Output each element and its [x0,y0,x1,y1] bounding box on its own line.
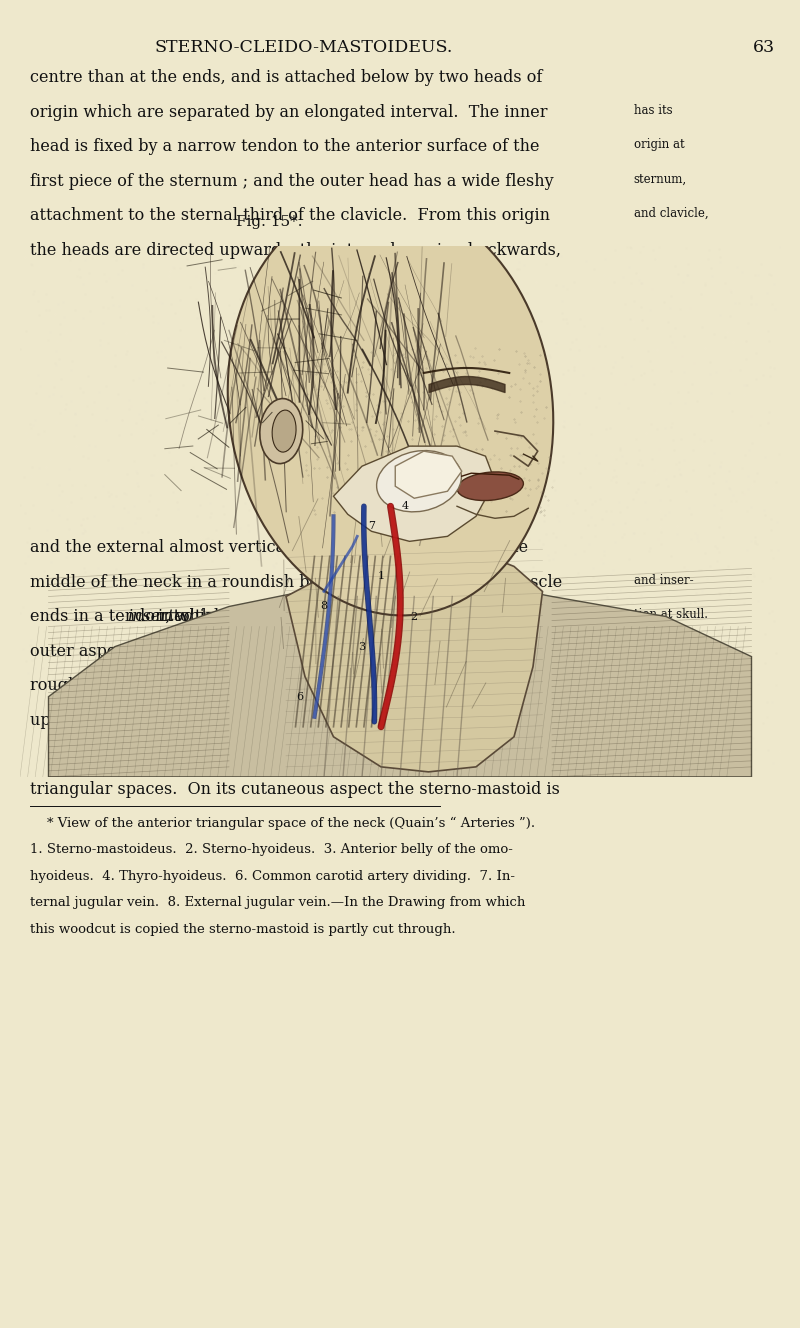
Text: 2: 2 [410,611,418,622]
Text: 63: 63 [753,39,775,56]
Text: 4: 4 [401,501,408,511]
Text: 6: 6 [297,692,304,701]
Ellipse shape [457,471,523,501]
Text: first piece of the sternum ; and the outer head has a wide fleshy: first piece of the sternum ; and the out… [30,173,554,190]
Text: rough surface behind that process, and into the outer part of the: rough surface behind that process, and i… [30,677,560,695]
Text: triangular spaces.  On its cutaneous aspect the sterno-mastoid is: triangular spaces. On its cutaneous aspe… [30,781,560,798]
Text: tion at skull.: tion at skull. [634,608,708,622]
Ellipse shape [228,197,554,615]
Text: ends in a tendon, which is: ends in a tendon, which is [30,608,248,625]
Text: and inser-: and inser- [634,574,694,587]
Text: other parts.: other parts. [634,712,704,725]
Text: Fig. 15*.: Fig. 15*. [236,215,302,230]
Text: ternal jugular vein.  8. External jugular vein.—In the Drawing from which: ternal jugular vein. 8. External jugular… [30,896,526,910]
Text: 3: 3 [358,641,366,652]
Text: and the external almost vertically, and are blended about the: and the external almost vertically, and … [30,539,529,556]
Text: the heads are directed upwards, the internal passing backwards,: the heads are directed upwards, the inte… [30,242,562,259]
Text: upper curved line of the occipital bone.: upper curved line of the occipital bone. [30,712,352,729]
Text: into the mastoid process at the: into the mastoid process at the [154,608,412,625]
Text: 8: 8 [321,602,327,611]
Text: origin which are separated by an elongated interval.  The inner: origin which are separated by an elongat… [30,104,548,121]
Text: head is fixed by a narrow tendon to the anterior surface of the: head is fixed by a narrow tendon to the … [30,138,540,155]
Text: origin at: origin at [634,138,684,151]
Text: The muscle divides the lateral surface of the neck into two: The muscle divides the lateral surface o… [30,746,530,764]
Text: Position to: Position to [634,677,696,691]
Text: * View of the anterior triangular space of the neck (Quain’s “ Arteries ”).: * View of the anterior triangular space … [30,817,535,830]
Text: sternum,: sternum, [634,173,686,186]
Text: and clavicle,: and clavicle, [634,207,708,220]
Polygon shape [286,546,542,772]
Text: centre than at the ends, and is attached below by two heads of: centre than at the ends, and is attached… [30,69,542,86]
Text: 7: 7 [368,522,375,531]
Text: 1. Sterno-mastoideus.  2. Sterno-hyoideus.  3. Anterior belly of the omo-: 1. Sterno-mastoideus. 2. Sterno-hyoideus… [30,843,514,857]
Text: 1: 1 [378,571,385,582]
Ellipse shape [260,398,302,463]
Polygon shape [395,452,462,498]
Text: this woodcut is copied the sterno-mastoid is partly cut through.: this woodcut is copied the sterno-mastoi… [30,923,456,936]
Text: inserted: inserted [127,608,194,625]
Ellipse shape [272,410,296,452]
Text: middle of the neck in a roundish belly.  Near the skull the muscle: middle of the neck in a roundish belly. … [30,574,562,591]
Text: attachment to the sternal third of the clavicle.  From this origin: attachment to the sternal third of the c… [30,207,550,224]
Text: hyoideus.  4. Thyro-hyoideus.  6. Common carotid artery dividing.  7. In-: hyoideus. 4. Thyro-hyoideus. 6. Common c… [30,870,515,883]
Text: has its: has its [634,104,672,117]
Text: STERNO-CLEIDO-MASTOIDEUS.: STERNO-CLEIDO-MASTOIDEUS. [155,39,453,56]
Text: outer aspect from tip to base, and by a thin aponeurosis into a: outer aspect from tip to base, and by a … [30,643,539,660]
Ellipse shape [377,450,462,511]
Polygon shape [49,576,751,777]
Polygon shape [334,446,495,542]
